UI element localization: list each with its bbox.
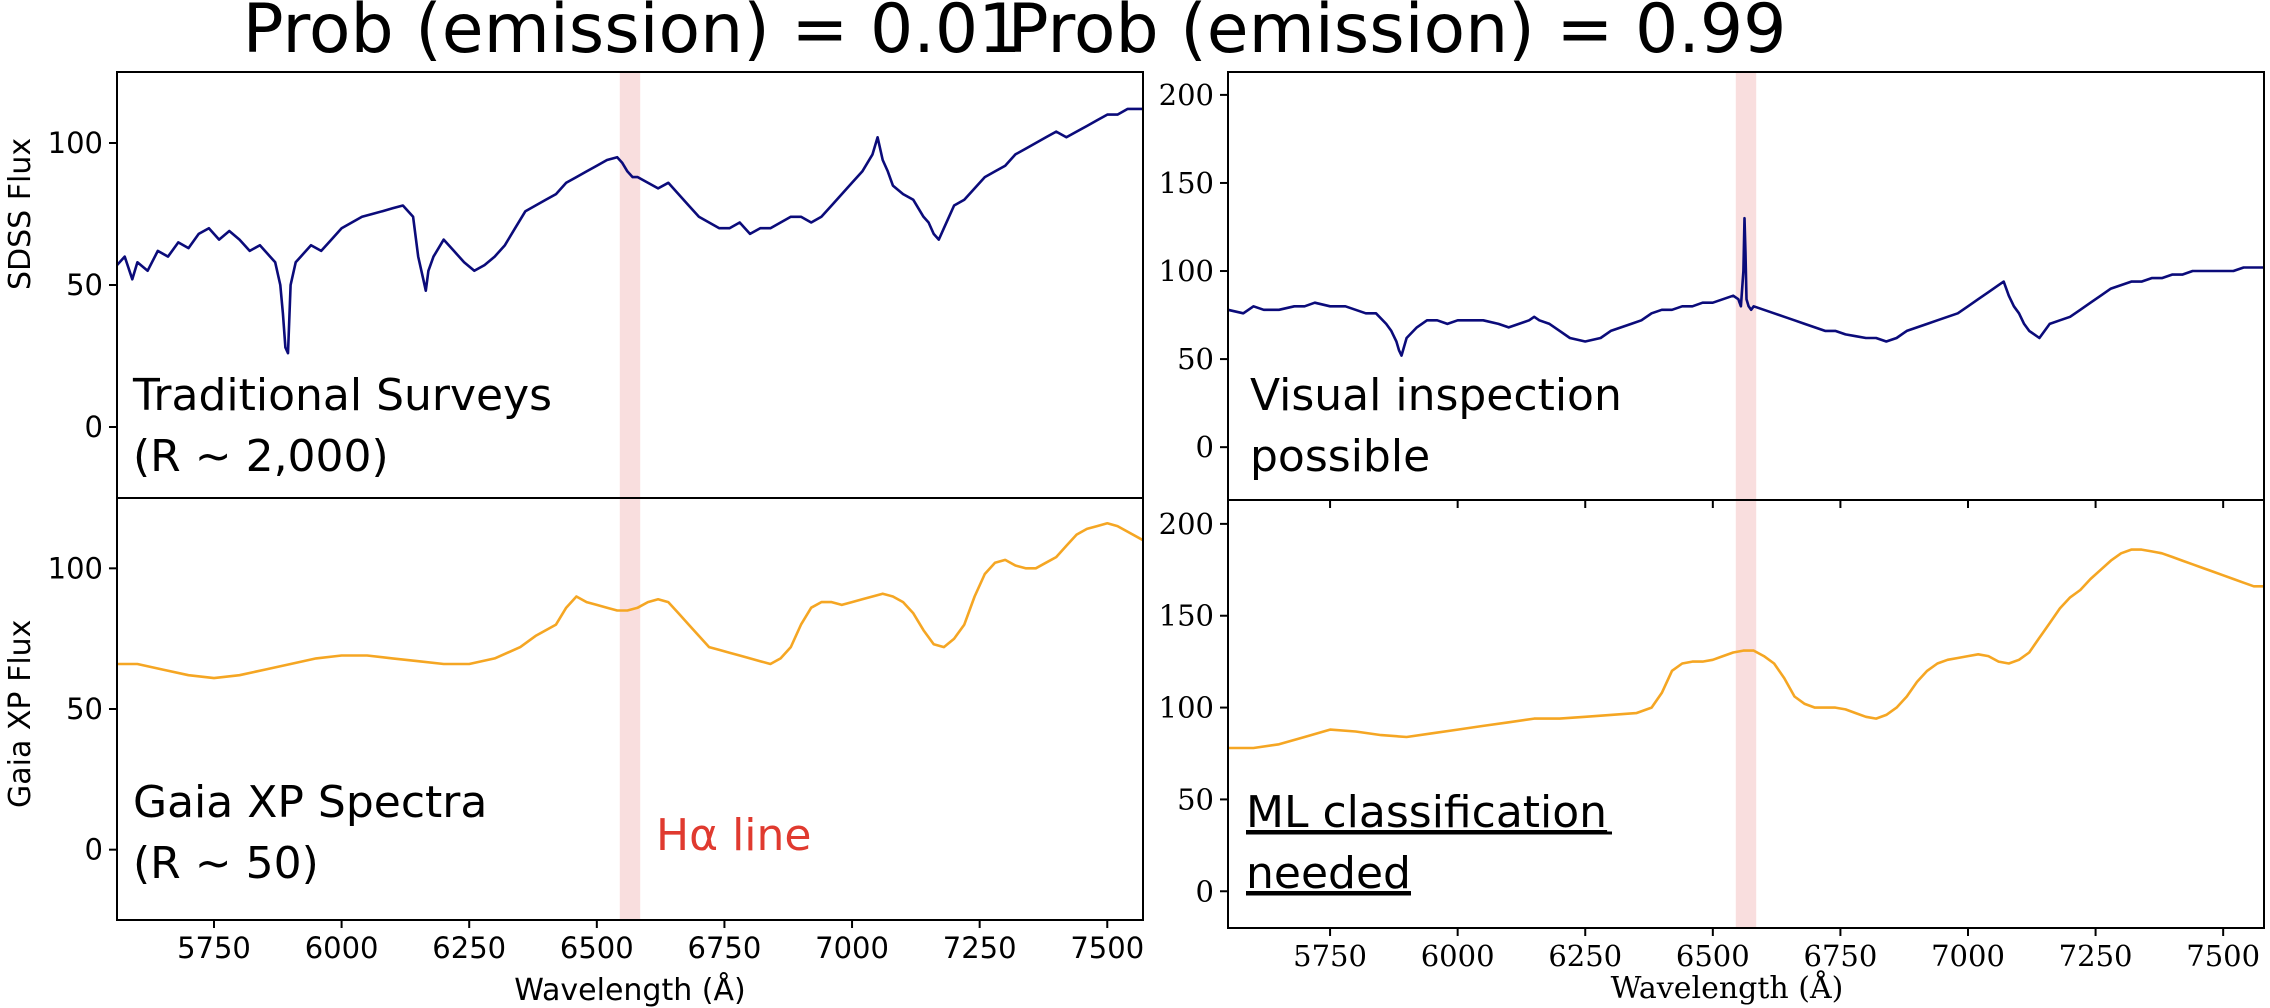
top-left-ylabel: SDSS Flux (3, 138, 38, 290)
top-left-annotation-line2: (R ~ 2,000) (133, 431, 389, 482)
x-tick-label: 6250 (432, 931, 506, 965)
x-tick-label: 6000 (1421, 939, 1495, 973)
y-tick-label: 100 (48, 126, 103, 160)
bottom-right-annotation-line1: ML classification (1246, 787, 1607, 838)
x-tick-label: 7000 (815, 931, 889, 965)
bottom-right-annotation-line2: needed (1246, 848, 1411, 899)
x-tick-label: 5750 (1293, 939, 1367, 973)
x-tick-label: 7000 (1931, 939, 2005, 973)
y-tick-label: 0 (85, 833, 103, 867)
y-tick-label: 50 (1177, 782, 1214, 816)
x-tick-label: 5750 (177, 931, 251, 965)
x-tick-label: 7250 (943, 931, 1017, 965)
right-xlabel: Wavelength (Å) (1611, 970, 1844, 1006)
halpha-label: Hα line (656, 810, 811, 861)
top-right-annotation-line2: possible (1250, 431, 1430, 482)
halpha-band (619, 72, 641, 498)
x-tick-label: 6750 (688, 931, 762, 965)
y-tick-label: 200 (1159, 507, 1214, 541)
bottom-left-annotation-line2: (R ~ 50) (133, 838, 319, 889)
x-tick-label: 7500 (2186, 939, 2260, 973)
top-left-annotation-line1: Traditional Surveys (132, 370, 552, 421)
x-tick-label: 6000 (305, 931, 379, 965)
y-tick-label: 150 (1159, 166, 1214, 200)
bottom-left-annotation-line1: Gaia XP Spectra (133, 777, 487, 828)
x-tick-label: 6500 (560, 931, 634, 965)
y-tick-label: 100 (48, 551, 103, 585)
x-tick-label: 7500 (1070, 931, 1144, 965)
left-xlabel: Wavelength (Å) (514, 972, 745, 1008)
y-tick-label: 0 (1196, 430, 1214, 464)
series-line (117, 521, 1144, 680)
halpha-band (1735, 500, 1757, 928)
y-tick-label: 100 (1159, 254, 1214, 288)
bottom-left-panel: 0 50 100 5750 6000 6250 6500 6750 7000 7250 7500 (48, 497, 1144, 965)
y-tick-label: 50 (1177, 342, 1214, 376)
series-line (1227, 216, 2264, 357)
series-line (116, 107, 1143, 355)
y-tick-label: 100 (1159, 691, 1214, 725)
top-right-panel: 0 50 100 150 200 (1159, 71, 2265, 508)
halpha-band (619, 498, 641, 920)
right-title: Prob (emission) = 0.99 (1008, 0, 1787, 69)
y-tick-label: 0 (1196, 874, 1214, 908)
y-tick-label: 150 (1159, 599, 1214, 633)
x-tick-label: 7250 (2059, 939, 2133, 973)
bottom-right-panel: 0 50 100 150 200 5750 6000 6250 6500 6750 7000 7250… (1159, 499, 2265, 973)
y-tick-label: 200 (1159, 78, 1214, 112)
top-right-annotation-line1: Visual inspection (1250, 370, 1622, 421)
y-tick-label: 0 (85, 410, 103, 444)
top-left-panel: 0 50 100 (48, 71, 1144, 499)
x-tick-label: 6250 (1548, 939, 1622, 973)
axes-frame (1227, 499, 2265, 929)
y-tick-label: 50 (66, 692, 103, 726)
series-line (1228, 548, 2264, 750)
left-title: Prob (emission) = 0.01 (243, 0, 1022, 69)
bottom-left-ylabel: Gaia XP Flux (3, 620, 38, 808)
x-tick-label: 6500 (1676, 939, 1750, 973)
x-tick-label: 6750 (1804, 939, 1878, 973)
y-tick-label: 50 (66, 268, 103, 302)
